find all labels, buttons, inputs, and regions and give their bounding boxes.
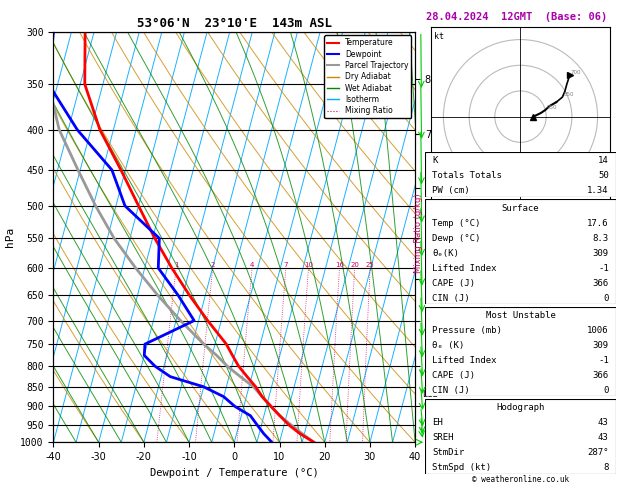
Y-axis label: hPa: hPa <box>4 227 14 247</box>
Text: Lifted Index: Lifted Index <box>432 264 497 273</box>
Text: Dewp (°C): Dewp (°C) <box>432 234 481 243</box>
Text: Lifted Index: Lifted Index <box>432 356 497 365</box>
Text: Hodograph: Hodograph <box>496 403 545 413</box>
Text: Pressure (mb): Pressure (mb) <box>432 326 502 335</box>
Text: 7: 7 <box>284 262 288 268</box>
Text: -1: -1 <box>598 264 609 273</box>
Text: PW (cm): PW (cm) <box>432 186 470 195</box>
Text: 950: 950 <box>547 104 557 110</box>
Text: 287°: 287° <box>587 449 609 457</box>
Text: 8.3: 8.3 <box>593 234 609 243</box>
FancyBboxPatch shape <box>425 152 616 197</box>
Text: 2: 2 <box>211 262 215 268</box>
Title: 53°06'N  23°10'E  143m ASL: 53°06'N 23°10'E 143m ASL <box>136 17 332 31</box>
Text: 25: 25 <box>366 262 374 268</box>
Text: StmDir: StmDir <box>432 449 464 457</box>
Text: CIN (J): CIN (J) <box>432 386 470 395</box>
Text: -1: -1 <box>598 356 609 365</box>
Text: EH: EH <box>432 418 443 427</box>
Text: 14: 14 <box>598 156 609 165</box>
Text: CAPE (J): CAPE (J) <box>432 371 476 380</box>
Text: 1: 1 <box>174 262 179 268</box>
Text: 366: 366 <box>593 278 609 288</box>
Text: 43: 43 <box>598 418 609 427</box>
Text: kt: kt <box>434 32 444 41</box>
Text: 1006: 1006 <box>587 326 609 335</box>
FancyBboxPatch shape <box>425 399 616 474</box>
Text: 0: 0 <box>603 294 609 303</box>
Text: Most Unstable: Most Unstable <box>486 311 555 320</box>
Text: 28.04.2024  12GMT  (Base: 06): 28.04.2024 12GMT (Base: 06) <box>426 12 608 22</box>
Text: Surface: Surface <box>502 204 539 213</box>
Legend: Temperature, Dewpoint, Parcel Trajectory, Dry Adiabat, Wet Adiabat, Isotherm, Mi: Temperature, Dewpoint, Parcel Trajectory… <box>324 35 411 118</box>
Text: 309: 309 <box>593 341 609 350</box>
Text: 8: 8 <box>603 463 609 472</box>
Text: SREH: SREH <box>432 434 454 442</box>
Text: CIN (J): CIN (J) <box>432 294 470 303</box>
Y-axis label: km
ASL: km ASL <box>434 228 455 246</box>
Text: 1.34: 1.34 <box>587 186 609 195</box>
Text: Totals Totals: Totals Totals <box>432 172 502 180</box>
Text: 17.6: 17.6 <box>587 219 609 228</box>
Text: 700: 700 <box>571 70 581 75</box>
Text: 50: 50 <box>598 172 609 180</box>
FancyBboxPatch shape <box>425 199 616 304</box>
FancyBboxPatch shape <box>425 307 616 397</box>
Text: 309: 309 <box>593 249 609 258</box>
Text: θₑ (K): θₑ (K) <box>432 341 464 350</box>
X-axis label: Dewpoint / Temperature (°C): Dewpoint / Temperature (°C) <box>150 468 319 478</box>
Text: 20: 20 <box>350 262 359 268</box>
Text: LCL: LCL <box>422 390 438 399</box>
Text: 4: 4 <box>250 262 254 268</box>
Text: CAPE (J): CAPE (J) <box>432 278 476 288</box>
Text: 43: 43 <box>598 434 609 442</box>
Text: Mixing Ratio (g/kg): Mixing Ratio (g/kg) <box>414 193 423 273</box>
Text: 16: 16 <box>335 262 344 268</box>
Text: 366: 366 <box>593 371 609 380</box>
Text: 10: 10 <box>304 262 313 268</box>
Text: K: K <box>432 156 438 165</box>
Text: θₑ(K): θₑ(K) <box>432 249 459 258</box>
Text: Temp (°C): Temp (°C) <box>432 219 481 228</box>
Text: 0: 0 <box>603 386 609 395</box>
Text: © weatheronline.co.uk: © weatheronline.co.uk <box>472 474 569 484</box>
Text: 850: 850 <box>564 92 574 97</box>
Text: StmSpd (kt): StmSpd (kt) <box>432 463 491 472</box>
